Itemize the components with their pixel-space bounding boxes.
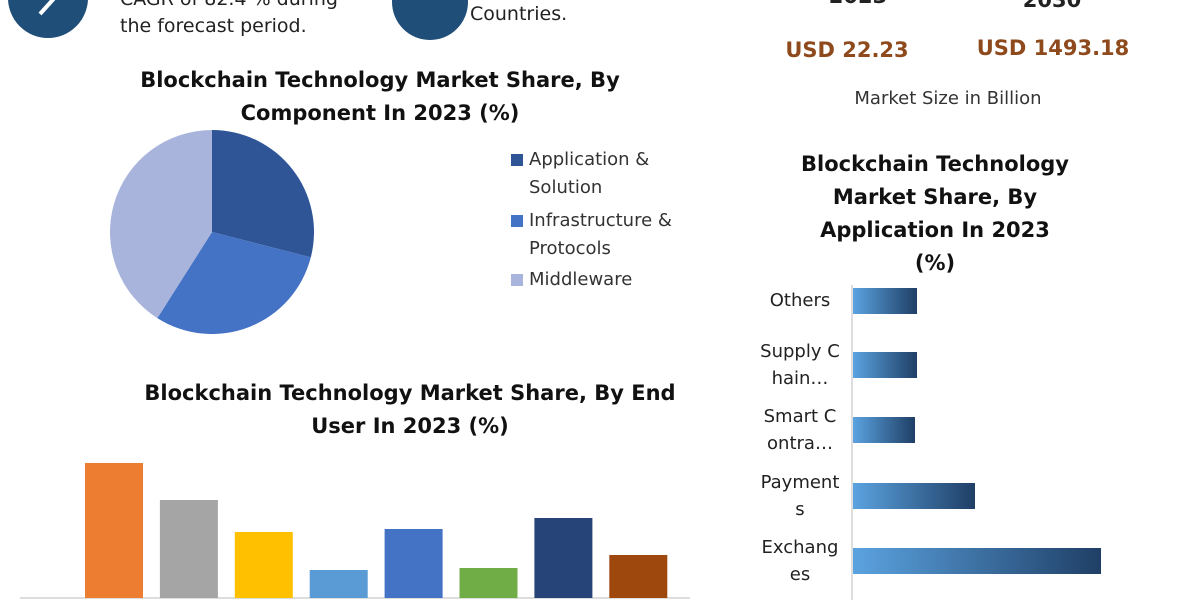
bar	[853, 483, 975, 509]
icon	[38, 0, 56, 16]
market-size: USD 22.23	[785, 38, 909, 62]
cagr-text: CAGR of 82.4 % during	[120, 0, 338, 10]
chart-title: Blockchain Technology Market Share, By A…	[801, 152, 1069, 275]
y-tick-label: Others	[769, 290, 831, 311]
year: 2030	[1022, 0, 1082, 12]
legend-swatch	[511, 154, 523, 166]
chart-title: Blockchain Technology Market Share, By E…	[144, 381, 676, 438]
pie-slice	[157, 232, 311, 334]
bar	[459, 568, 518, 598]
bar	[853, 288, 917, 314]
y-tick-label: Payments	[760, 472, 840, 520]
bar	[534, 518, 593, 598]
y-tick-label: Exchanges	[761, 537, 839, 585]
bar	[609, 555, 668, 598]
legend-label: Middleware	[529, 269, 633, 290]
bar	[234, 532, 293, 598]
bar	[159, 500, 218, 598]
legend-swatch	[511, 215, 523, 227]
market-size: USD 1493.18	[976, 36, 1130, 60]
legend-label: Infrastructure & Protocols	[529, 210, 672, 259]
pie-slice	[109, 130, 212, 319]
bar	[853, 417, 915, 443]
chart-title: Blockchain Technology Market Share, By C…	[140, 68, 620, 125]
size-caption: Market Size in Billion	[854, 88, 1042, 109]
year: 2023	[808, 0, 908, 8]
legend-label: Application & Solution	[529, 149, 650, 198]
countries-text: Countries.	[470, 3, 568, 25]
bar	[309, 570, 368, 598]
legend-swatch	[511, 274, 523, 286]
cagr-text: the forecast period.	[120, 15, 307, 37]
pie-slice	[212, 130, 314, 258]
bar	[384, 529, 443, 598]
y-tick-label: Smart Contra…	[763, 406, 837, 454]
bar	[853, 352, 917, 378]
y-tick-label: Supply Chain…	[760, 341, 840, 389]
bar	[853, 548, 1101, 574]
icon-circle	[392, 0, 468, 40]
bar	[85, 463, 143, 598]
icon-circle	[8, 0, 88, 38]
